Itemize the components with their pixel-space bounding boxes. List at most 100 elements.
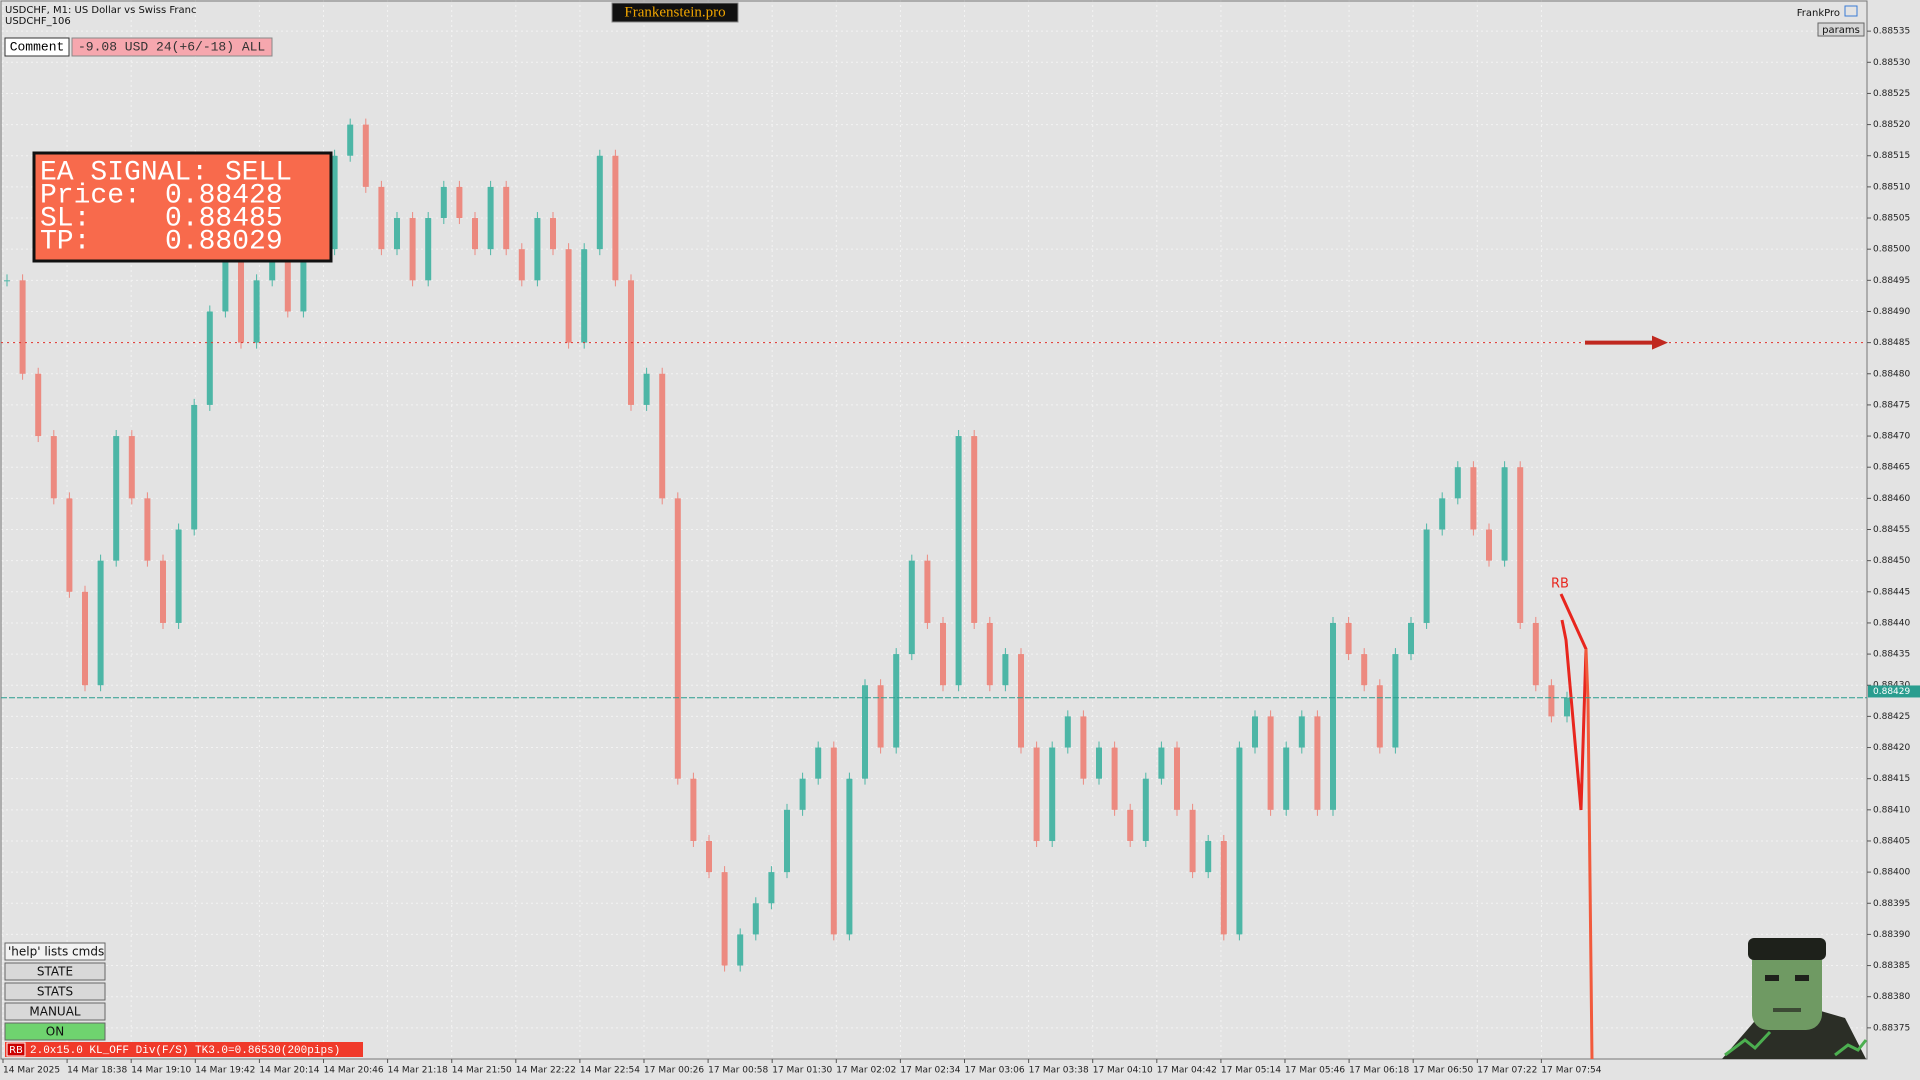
x-tick-label: 14 Mar 20:14 — [259, 1066, 319, 1076]
x-tick-label: 17 Mar 07:22 — [1477, 1066, 1537, 1076]
x-tick-label: 17 Mar 01:30 — [772, 1066, 832, 1076]
x-tick-label: 14 Mar 2025 — [3, 1066, 60, 1076]
signal-row-label: Price: — [40, 180, 141, 211]
sl-arrow-head — [1652, 335, 1668, 350]
button-label: ON — [46, 1025, 64, 1039]
x-tick-label: 17 Mar 07:54 — [1541, 1066, 1601, 1076]
x-tick-label: 17 Mar 06:18 — [1349, 1066, 1409, 1076]
y-tick-label: 0.88535 — [1873, 27, 1910, 37]
y-tick-label: 0.88380 — [1873, 992, 1910, 1002]
y-tick-label: 0.88470 — [1873, 432, 1910, 442]
y-tick-label: 0.88400 — [1873, 868, 1910, 878]
button[interactable] — [4, 962, 106, 981]
button[interactable] — [4, 1002, 106, 1021]
y-tick-label: 0.88405 — [1873, 836, 1910, 846]
indicator-label: RB — [1551, 577, 1569, 592]
x-tick-label: 14 Mar 21:50 — [452, 1066, 512, 1076]
x-tick-label: 14 Mar 21:18 — [388, 1066, 448, 1076]
signal-row-value: 0.88428 — [165, 180, 283, 211]
y-tick-label: 0.88425 — [1873, 712, 1910, 722]
y-tick-label: 0.88490 — [1873, 307, 1910, 317]
signal-rows: Price: 0.88428 SL: 0.88485 TP: 0.88029 — [40, 180, 283, 257]
grid — [1, 0, 1867, 1059]
comment-box — [4, 37, 70, 57]
y-tick-label: 0.88440 — [1873, 618, 1910, 628]
bid-box — [1868, 685, 1920, 698]
x-tick-label: 17 Mar 04:42 — [1157, 1066, 1217, 1076]
params-label: params — [1822, 25, 1860, 36]
help-hint — [4, 942, 106, 961]
signal-row-value: 0.88485 — [165, 203, 283, 234]
y-tick-label: 0.88510 — [1873, 182, 1910, 192]
x-tick-label: 17 Mar 02:02 — [836, 1066, 896, 1076]
x-tick-label: 14 Mar 18:38 — [67, 1066, 127, 1076]
button[interactable] — [4, 982, 106, 1001]
x-tick-label: 14 Mar 19:10 — [131, 1066, 191, 1076]
brand-box — [611, 2, 739, 23]
status-tag: RB — [9, 1045, 23, 1056]
button-label: STATS — [37, 985, 73, 999]
x-tick-label: 14 Mar 22:22 — [516, 1066, 576, 1076]
x-tick-label: 14 Mar 22:54 — [580, 1066, 640, 1076]
status-tag-box — [6, 1042, 26, 1057]
comment-text: -9.08 USD 24(+6/-18) ALL — [78, 39, 265, 54]
y-tick-label: 0.88465 — [1873, 463, 1910, 473]
y-tick-label: 0.88505 — [1873, 214, 1910, 224]
y-tick-label: 0.88455 — [1873, 525, 1910, 535]
buttons: 'help' lists cmds STATE STATS MANUAL ON — [4, 942, 106, 1041]
y-tick-label: 0.88395 — [1873, 899, 1910, 909]
button[interactable] — [4, 1022, 106, 1041]
y-tick-label: 0.88475 — [1873, 400, 1910, 410]
y-tick-label: 0.88435 — [1873, 650, 1910, 660]
mascot — [1722, 938, 1868, 1059]
x-tick-label: 17 Mar 00:58 — [708, 1066, 768, 1076]
y-tick-label: 0.88525 — [1873, 89, 1910, 99]
y-tick-label: 0.88500 — [1873, 245, 1910, 255]
y-tick-label: 0.88385 — [1873, 961, 1910, 971]
brand: Frankenstein.pro — [624, 4, 725, 20]
signal-title: EA SIGNAL: SELL — [40, 157, 292, 188]
comment-label: Comment — [10, 39, 65, 54]
signal-row-label: SL: — [40, 203, 90, 234]
y-tick-label: 0.88450 — [1873, 556, 1910, 566]
y-tick-label: 0.88520 — [1873, 120, 1910, 130]
x-tick-label: 17 Mar 05:14 — [1221, 1066, 1281, 1076]
x-tick-label: 17 Mar 06:50 — [1413, 1066, 1473, 1076]
button-label: MANUAL — [29, 1005, 81, 1019]
indicator-line — [1584, 648, 1594, 1060]
signal-row-value: 0.88029 — [165, 226, 283, 257]
x-tick-label: 17 Mar 02:34 — [900, 1066, 960, 1076]
y-tick-label: 0.88410 — [1873, 805, 1910, 815]
account: USDCHF_106 — [5, 16, 71, 27]
x-tick-label: 17 Mar 03:38 — [1029, 1066, 1089, 1076]
indicator-zigzag — [1559, 593, 1588, 811]
profile-icon — [1844, 5, 1858, 17]
x-tick-label: 17 Mar 04:10 — [1093, 1066, 1153, 1076]
y-tick-label: 0.88480 — [1873, 369, 1910, 379]
button-label: STATE — [37, 965, 73, 979]
bid-label: 0.88429 — [1873, 687, 1910, 697]
y-tick-label: 0.88495 — [1873, 276, 1910, 286]
status-text: 2.0x15.0 KL_OFF Div(F/S) TK3.0=0.86530(2… — [30, 1045, 340, 1057]
symbol-line: USDCHF, M1: US Dollar vs Swiss Franc — [5, 5, 196, 16]
params-button[interactable] — [1817, 22, 1865, 37]
y-tick-label: 0.88390 — [1873, 930, 1910, 940]
profile: FrankPro — [1797, 8, 1840, 19]
x-tick-label: 14 Mar 19:42 — [195, 1066, 255, 1076]
status-bar — [5, 1042, 363, 1057]
signal-box — [32, 151, 333, 263]
y-tick-label: 0.88445 — [1873, 587, 1910, 597]
y-tick-label: 0.88515 — [1873, 151, 1910, 161]
y-tick-label: 0.88530 — [1873, 58, 1910, 68]
y-tick-label: 0.88485 — [1873, 338, 1910, 348]
signal-row-label: TP: — [40, 226, 90, 257]
x-tick-label: 17 Mar 05:46 — [1285, 1066, 1345, 1076]
x-tick-label: 14 Mar 20:46 — [324, 1066, 384, 1076]
x-tick-label: 17 Mar 00:26 — [644, 1066, 704, 1076]
comment-text-box — [71, 37, 273, 57]
y-tick-label: 0.88375 — [1873, 1023, 1910, 1033]
y-tick-label: 0.88420 — [1873, 743, 1910, 753]
x-tick-label: 17 Mar 03:06 — [965, 1066, 1025, 1076]
